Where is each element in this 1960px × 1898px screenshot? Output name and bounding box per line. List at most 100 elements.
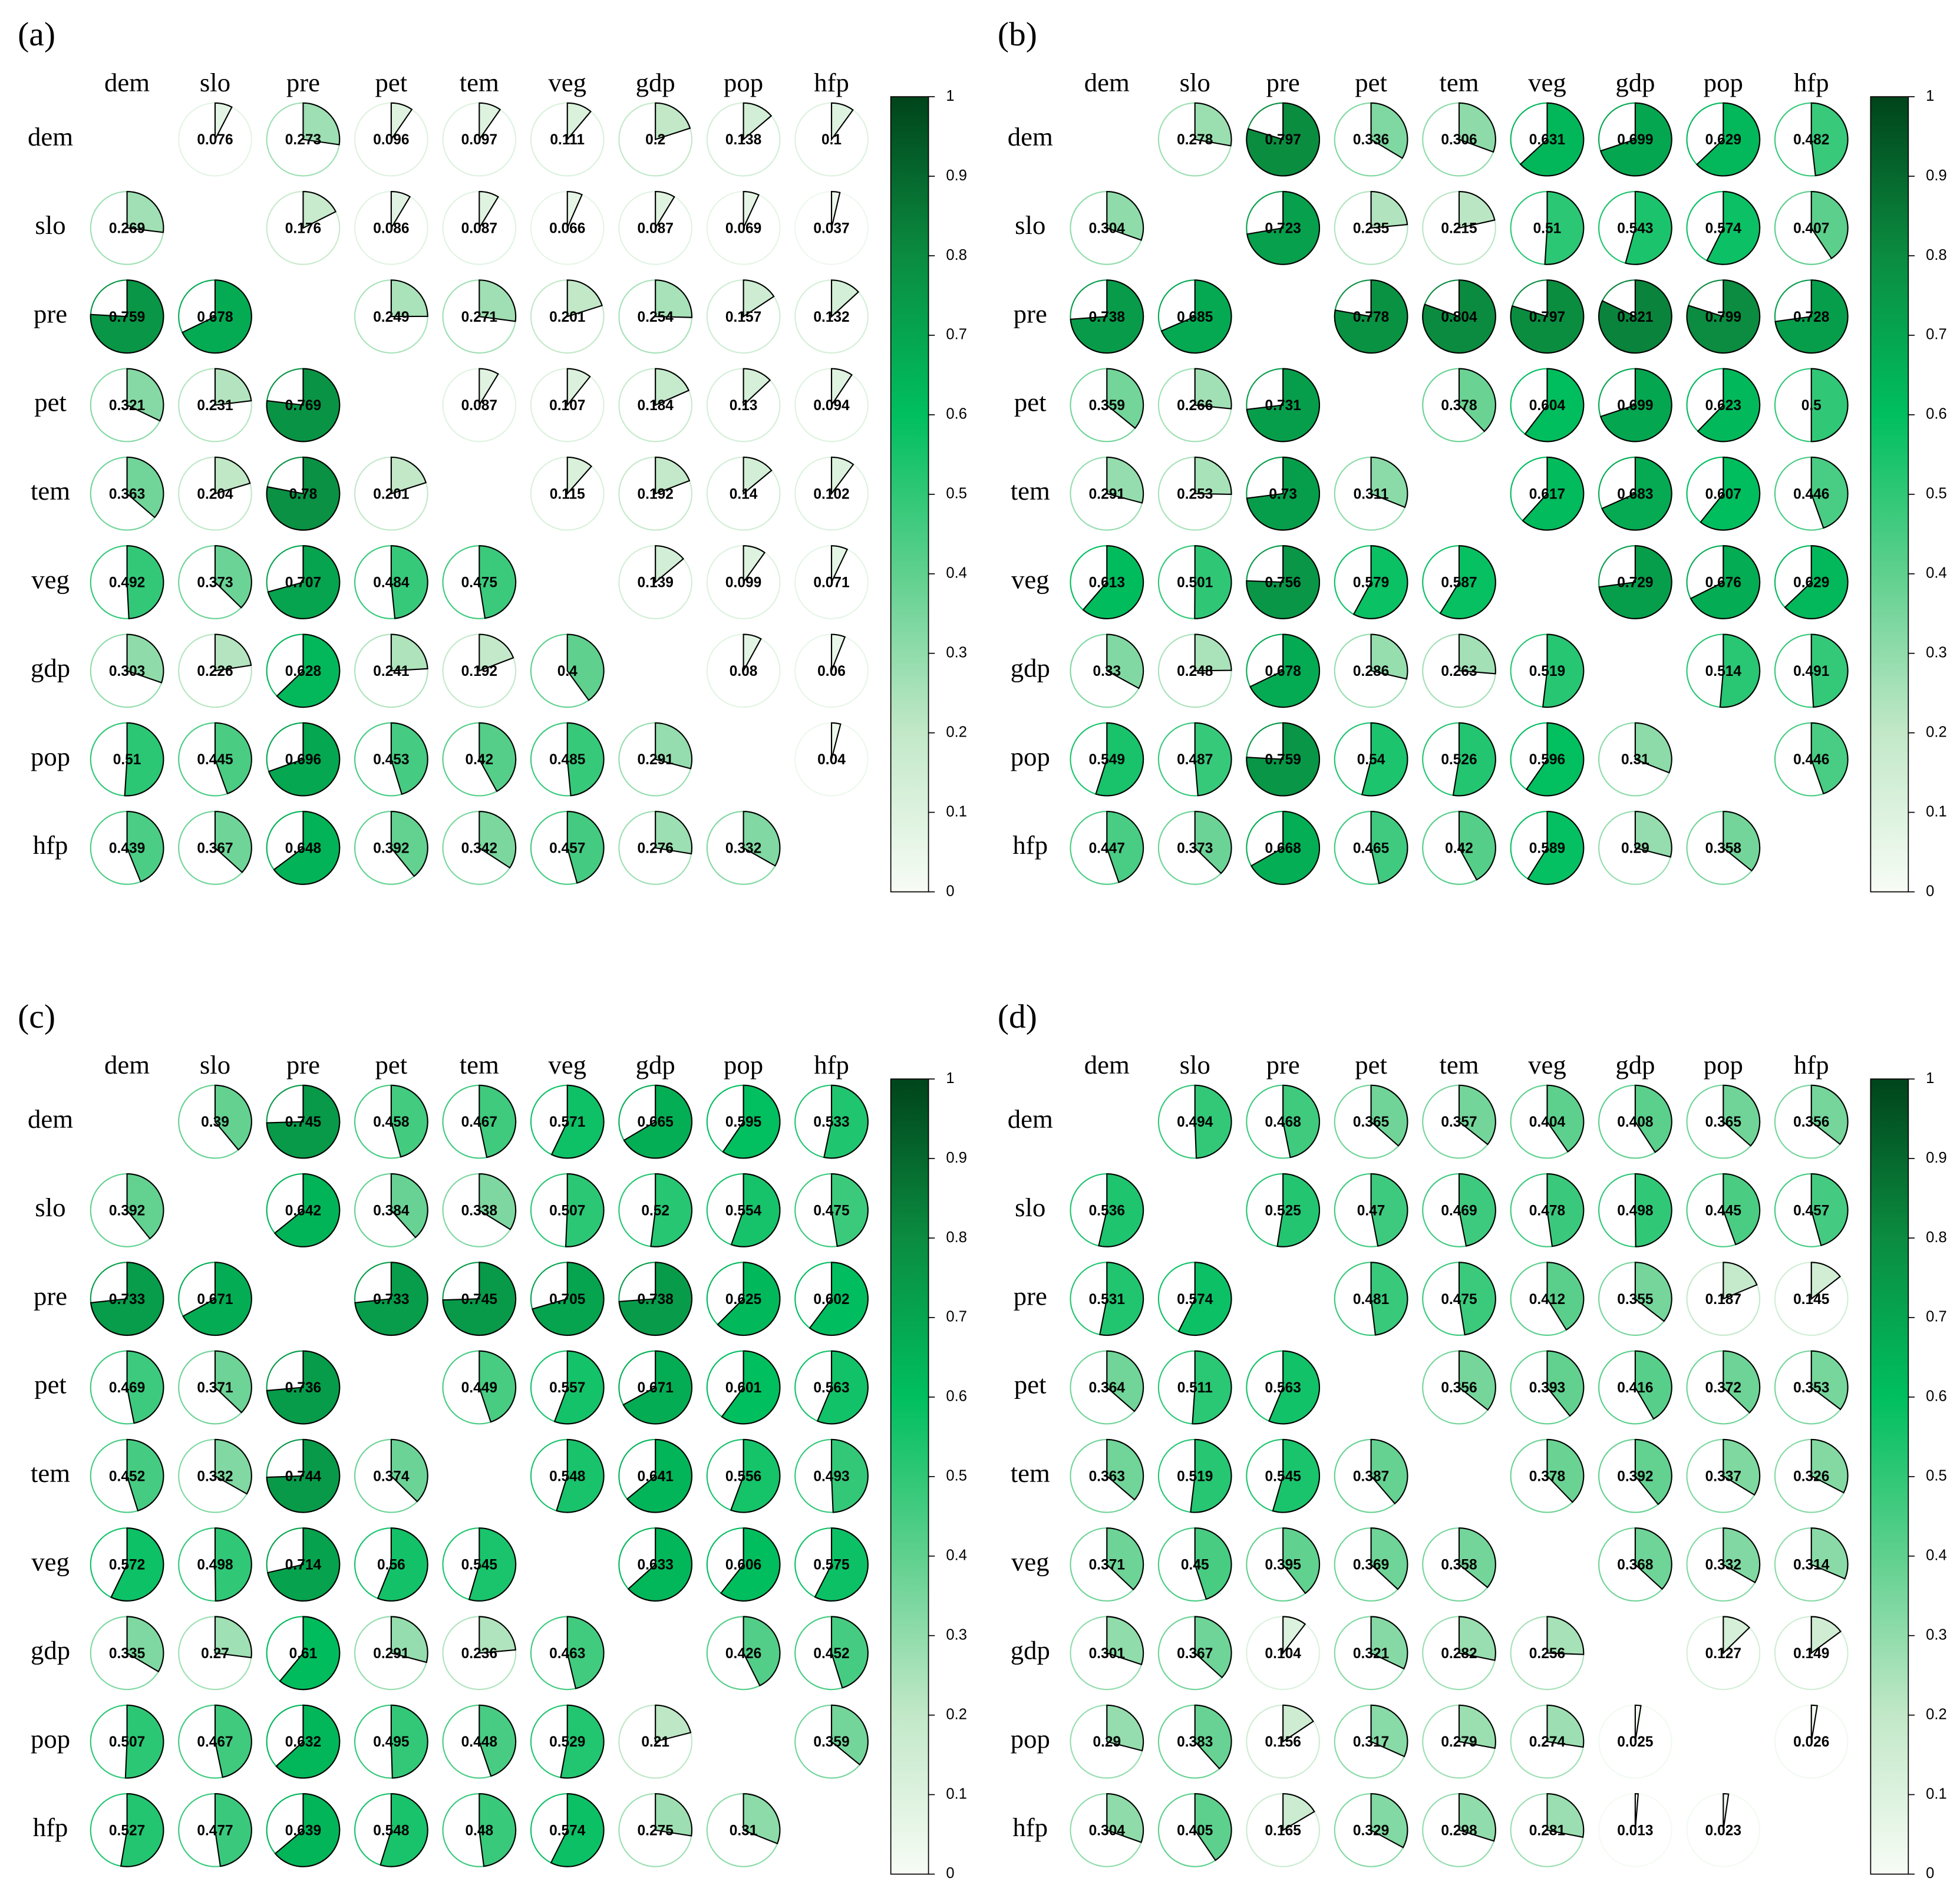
pie-wedge xyxy=(1524,368,1585,443)
value-label: 0.184 xyxy=(638,398,674,414)
pie-wedge xyxy=(214,1084,252,1151)
pie-wedge xyxy=(1546,1704,1585,1748)
pie-wedge xyxy=(1194,545,1232,619)
value-label: 0.73 xyxy=(1269,486,1297,502)
colorbar xyxy=(890,1078,929,1875)
pie-wedge xyxy=(743,633,762,671)
pie-wedge xyxy=(1194,722,1232,797)
pie-wedge xyxy=(1370,456,1408,509)
colorbar-tick-label: 0.3 xyxy=(1926,1626,1947,1643)
value-label: 0.071 xyxy=(813,575,849,591)
value-label: 0.013 xyxy=(1617,1823,1653,1838)
pie-wedge xyxy=(390,456,427,495)
pie-wedge xyxy=(1194,1704,1232,1770)
pie-wedge xyxy=(479,633,514,672)
pie-wedge xyxy=(556,1438,605,1513)
value-label: 0.104 xyxy=(1265,1646,1302,1662)
pie-wedge xyxy=(1686,279,1761,354)
pie-wedge xyxy=(479,1704,517,1777)
value-label: 0.269 xyxy=(109,221,145,237)
pie-wedge xyxy=(214,545,252,609)
value-label: 0.359 xyxy=(1089,398,1125,414)
pie-wedge xyxy=(1099,1262,1144,1336)
pie-wedge xyxy=(1282,1616,1306,1655)
pie-wedge xyxy=(1192,1350,1232,1425)
value-label: 0.526 xyxy=(1441,752,1477,768)
value-label: 0.492 xyxy=(109,575,145,591)
pie-wedge xyxy=(214,1527,253,1602)
value-label: 0.45 xyxy=(1181,1557,1209,1573)
pie-wedge xyxy=(214,722,252,795)
pie-wedge xyxy=(390,279,428,318)
value-label: 0.447 xyxy=(1089,840,1125,856)
column-label: slo xyxy=(1180,1050,1210,1080)
value-label: 0.457 xyxy=(549,840,585,856)
value-label: 0.235 xyxy=(1353,221,1389,237)
pie-wedge xyxy=(1599,102,1672,177)
column-label: pet xyxy=(375,68,408,97)
value-label: 0.445 xyxy=(197,752,233,768)
column-label: gdp xyxy=(1615,1050,1655,1080)
pie-wedge xyxy=(274,1793,341,1867)
value-label: 0.632 xyxy=(285,1734,321,1750)
value-label: 0.481 xyxy=(1353,1292,1389,1308)
pie-wedge xyxy=(1095,722,1144,797)
value-label: 0.365 xyxy=(1353,1114,1389,1130)
value-label: 0.563 xyxy=(1265,1380,1301,1396)
colorbar-tick-label: 0 xyxy=(1926,883,1934,899)
row-label: pre xyxy=(34,1281,67,1311)
pie-wedge xyxy=(1246,191,1321,265)
value-label: 0.291 xyxy=(638,752,674,768)
value-label: 0.303 xyxy=(109,664,145,679)
value-label: 0.139 xyxy=(638,575,674,591)
value-label: 0.529 xyxy=(549,1734,585,1750)
pie-wedge xyxy=(90,1262,164,1336)
pie-wedge xyxy=(720,1527,781,1602)
pie-wedge xyxy=(1370,102,1408,159)
value-label: 0.416 xyxy=(1617,1380,1653,1396)
colorbar-tick-label: 0.9 xyxy=(1926,1150,1947,1166)
pie-wedge xyxy=(1519,102,1585,177)
panel-label: (c) xyxy=(18,998,55,1035)
pie-wedge xyxy=(124,722,164,797)
value-label: 0.699 xyxy=(1617,132,1653,148)
value-label: 0.705 xyxy=(549,1292,585,1308)
pie-wedge xyxy=(655,279,693,318)
pie-wedge xyxy=(1282,1527,1321,1595)
value-label: 0.407 xyxy=(1793,221,1829,237)
pie-wedge xyxy=(479,1084,517,1158)
pie-wedge xyxy=(1810,1616,1842,1655)
value-label: 0.759 xyxy=(1265,752,1301,768)
pie-wedge xyxy=(816,1350,869,1425)
pie-wedge xyxy=(1719,633,1761,708)
value-label: 0.574 xyxy=(1177,1292,1213,1308)
value-label: 0.356 xyxy=(1441,1380,1477,1396)
value-label: 0.241 xyxy=(373,664,409,679)
value-label: 0.338 xyxy=(461,1203,497,1219)
pie-wedge xyxy=(1810,1527,1849,1580)
pie-wedge xyxy=(1458,368,1496,433)
pie-wedge xyxy=(268,722,341,797)
value-label: 0.733 xyxy=(109,1292,145,1308)
value-label: 0.06 xyxy=(817,664,846,679)
colorbar-tick-label: 0.5 xyxy=(1926,486,1947,502)
value-label: 0.685 xyxy=(1177,309,1213,325)
row-label: veg xyxy=(31,565,70,594)
value-label: 0.799 xyxy=(1705,309,1741,325)
pie-wedge xyxy=(1370,1793,1408,1849)
colorbar-tick-label: 0.1 xyxy=(1926,1785,1947,1802)
value-label: 0.5 xyxy=(1801,398,1822,414)
pie-wedge xyxy=(354,1262,428,1336)
pie-wedge xyxy=(1070,279,1144,354)
pie-wedge xyxy=(124,1704,164,1779)
value-label: 0.365 xyxy=(1705,1114,1741,1130)
pie-wedge xyxy=(830,1616,869,1689)
pie-wedge xyxy=(126,1173,164,1240)
pie-wedge xyxy=(1370,1616,1408,1670)
value-label: 0.29 xyxy=(1093,1734,1121,1750)
column-label: hfp xyxy=(1794,68,1829,97)
value-label: 0.192 xyxy=(461,664,497,679)
pie-wedge xyxy=(650,1173,693,1247)
value-label: 0.469 xyxy=(109,1380,145,1396)
value-label: 0.094 xyxy=(813,398,850,414)
